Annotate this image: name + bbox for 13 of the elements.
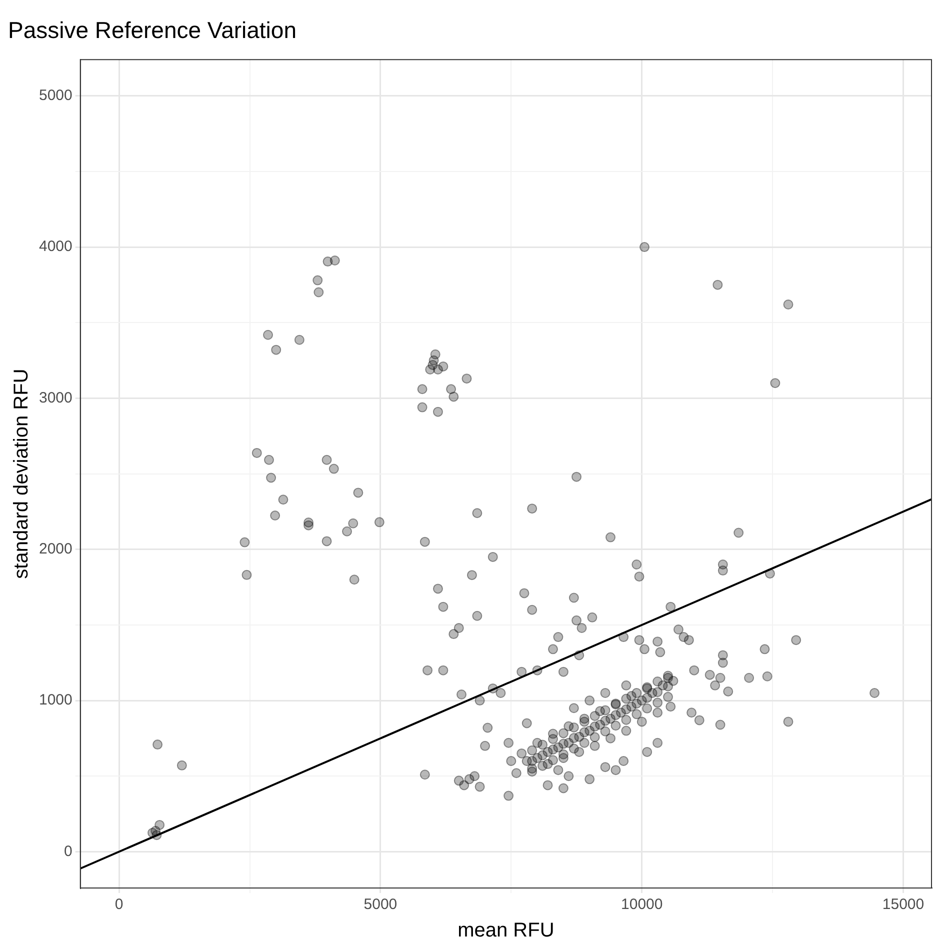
x-tick-label: 0 <box>114 896 124 914</box>
y-tick-label: 5000 <box>38 87 72 104</box>
y-tick-label: 0 <box>64 842 72 860</box>
y-axis-title: standard deviation RFU <box>10 368 33 579</box>
y-tick-label: 2000 <box>38 540 72 558</box>
y-tick-label: 4000 <box>38 238 72 256</box>
x-tick-label: 5000 <box>364 896 398 914</box>
x-axis-title: mean RFU <box>458 920 554 942</box>
x-tick-label: 10000 <box>621 896 663 914</box>
chart-title: Passive Reference Variation <box>8 17 296 44</box>
y-tick-label: 3000 <box>38 389 72 406</box>
y-tick-label: 1000 <box>38 692 72 709</box>
x-tick-label: 15000 <box>882 896 924 914</box>
